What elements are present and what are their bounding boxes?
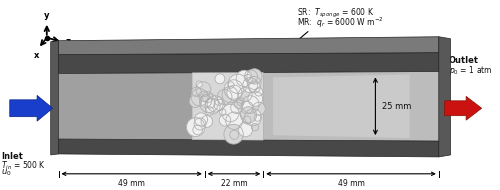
Circle shape <box>244 109 262 126</box>
Circle shape <box>243 116 251 124</box>
Circle shape <box>241 101 253 114</box>
Circle shape <box>186 118 205 137</box>
Circle shape <box>206 98 215 108</box>
Text: SR:  $T_{sponge}$ = 600 K: SR: $T_{sponge}$ = 600 K <box>298 7 374 21</box>
Circle shape <box>236 98 244 106</box>
Circle shape <box>228 82 234 88</box>
Circle shape <box>238 122 252 137</box>
Circle shape <box>194 113 207 126</box>
Circle shape <box>222 87 238 103</box>
Text: Outlet: Outlet <box>448 56 478 65</box>
Circle shape <box>207 96 223 112</box>
Circle shape <box>205 99 220 114</box>
Circle shape <box>214 99 225 110</box>
Text: $T_{in}$ = 500 K: $T_{in}$ = 500 K <box>1 160 46 172</box>
Text: z: z <box>66 37 70 46</box>
Circle shape <box>194 118 206 130</box>
Polygon shape <box>58 53 439 74</box>
Circle shape <box>200 95 212 107</box>
Circle shape <box>248 81 260 93</box>
Text: y: y <box>44 11 50 20</box>
Text: MR:  $q_r$ = 6000 W m$^{-2}$: MR: $q_r$ = 6000 W m$^{-2}$ <box>298 16 384 30</box>
Circle shape <box>217 89 232 105</box>
Text: 25 mm: 25 mm <box>382 102 412 111</box>
Circle shape <box>248 91 262 106</box>
Text: x: x <box>34 51 39 60</box>
Polygon shape <box>224 71 439 141</box>
Circle shape <box>192 87 202 97</box>
Text: $T_{wall}$ = 500 K: $T_{wall}$ = 500 K <box>116 59 172 72</box>
Circle shape <box>230 130 238 139</box>
Circle shape <box>252 124 258 131</box>
Circle shape <box>224 124 244 144</box>
Circle shape <box>199 91 209 102</box>
Circle shape <box>236 70 252 87</box>
Polygon shape <box>58 139 439 157</box>
Circle shape <box>243 78 258 93</box>
Circle shape <box>228 74 248 94</box>
Circle shape <box>245 74 251 80</box>
Circle shape <box>206 107 214 115</box>
Text: 49 mm: 49 mm <box>338 179 364 188</box>
Circle shape <box>196 82 211 97</box>
Circle shape <box>230 102 242 114</box>
Polygon shape <box>192 72 264 140</box>
Polygon shape <box>58 71 439 141</box>
Polygon shape <box>50 41 58 155</box>
Circle shape <box>254 115 260 121</box>
Circle shape <box>234 100 243 109</box>
Polygon shape <box>273 74 409 138</box>
Circle shape <box>226 112 242 129</box>
Circle shape <box>193 125 202 135</box>
Text: 22 mm: 22 mm <box>220 179 248 188</box>
Text: $u_0$: $u_0$ <box>1 168 11 178</box>
Circle shape <box>238 87 252 101</box>
Text: Inlet: Inlet <box>1 152 23 161</box>
Circle shape <box>224 80 243 99</box>
Circle shape <box>220 114 231 126</box>
Text: 49 mm: 49 mm <box>118 179 145 188</box>
Circle shape <box>244 70 258 83</box>
Circle shape <box>227 85 242 101</box>
FancyArrow shape <box>10 95 52 121</box>
Circle shape <box>252 102 266 115</box>
Circle shape <box>214 97 223 105</box>
Circle shape <box>202 91 213 103</box>
Circle shape <box>222 104 239 122</box>
Text: $p_0$ = 1 atm: $p_0$ = 1 atm <box>448 64 492 77</box>
Circle shape <box>191 89 208 106</box>
Polygon shape <box>58 37 439 55</box>
Circle shape <box>247 69 262 84</box>
Circle shape <box>240 107 256 123</box>
Circle shape <box>201 116 212 127</box>
Circle shape <box>190 95 202 107</box>
Circle shape <box>215 74 225 84</box>
FancyArrow shape <box>444 96 482 120</box>
Circle shape <box>196 81 202 87</box>
Circle shape <box>220 109 226 116</box>
Circle shape <box>248 76 261 89</box>
Circle shape <box>200 94 218 113</box>
Circle shape <box>242 96 259 113</box>
Polygon shape <box>439 37 450 157</box>
Circle shape <box>254 88 263 96</box>
